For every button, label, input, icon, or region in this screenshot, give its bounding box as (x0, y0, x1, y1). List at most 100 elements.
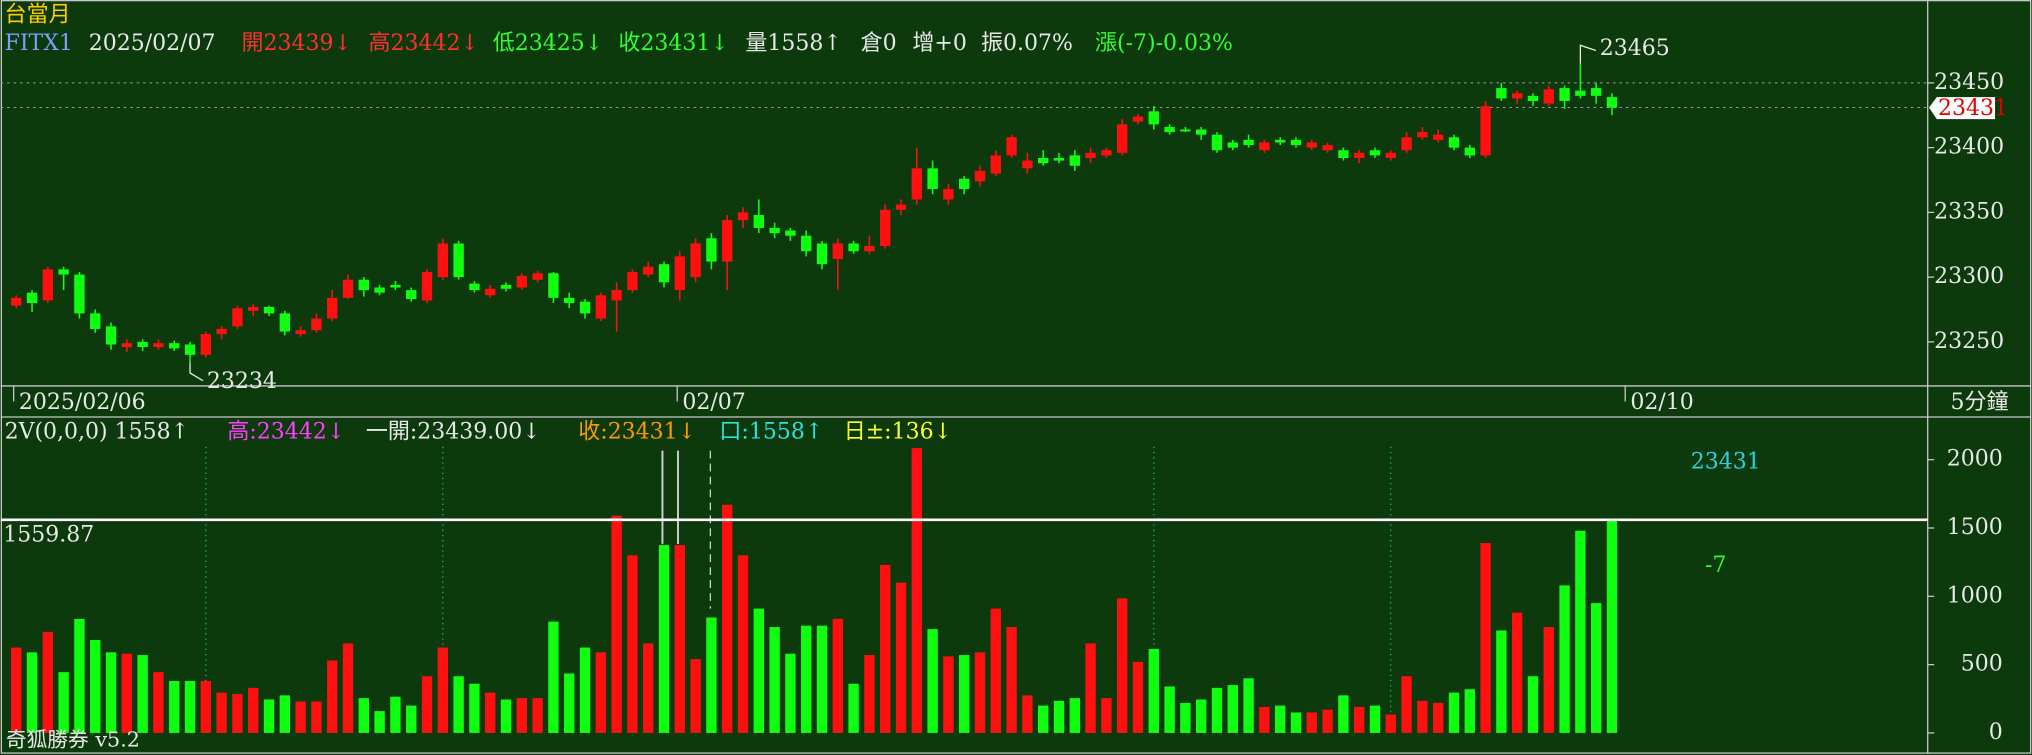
candle-body (1275, 139, 1286, 143)
candle-body (1590, 88, 1602, 96)
candle-body (864, 246, 875, 252)
candle-body (706, 238, 717, 262)
y-tick-label: 23400 (1934, 135, 2004, 160)
candle-body (990, 155, 1001, 174)
candle-body (1117, 124, 1128, 153)
volume-bar (1211, 687, 1223, 733)
candle-body (500, 284, 512, 289)
volume-info-item: 高:23442↓ (227, 420, 345, 445)
volume-bar (769, 627, 780, 733)
candle-body (1132, 116, 1144, 122)
volume-bar (1180, 702, 1191, 733)
y-tick-label: 1000 (1947, 583, 2003, 608)
min-label: 23234 (207, 369, 277, 394)
volume-bar (1511, 612, 1523, 733)
candle-body (943, 189, 954, 200)
candle-body (1354, 152, 1365, 158)
candle-body (453, 243, 464, 278)
volume-bar (658, 545, 670, 733)
candle-body (1101, 150, 1112, 156)
candle-body (1385, 152, 1396, 158)
volume-bar (801, 625, 812, 733)
volume-bar (832, 618, 843, 733)
volume-bar (216, 692, 227, 733)
candle-body (469, 283, 480, 291)
candle-body (11, 297, 22, 306)
candle-body (1322, 145, 1333, 151)
candle-body (358, 279, 370, 291)
volume-bar (437, 647, 449, 733)
candle-body (832, 243, 843, 260)
volume-bar (1448, 692, 1460, 733)
volume-bar (232, 694, 243, 733)
volume-bar (532, 698, 543, 733)
y-tick-label: 1500 (1947, 515, 2003, 540)
volume-bar (406, 705, 417, 733)
candle-body (627, 271, 638, 291)
candle-body (1448, 137, 1460, 148)
candle-body (532, 273, 543, 280)
candle-body (801, 235, 812, 252)
candle-body (1085, 152, 1096, 158)
volume-bar (342, 643, 354, 733)
volume-bar (1275, 705, 1286, 733)
volume-info-item: 2V(0,0,0) 1558↑ (5, 420, 189, 445)
candle-body (816, 243, 828, 265)
candle-body (1227, 142, 1238, 148)
x-tick-label: 02/10 (1630, 390, 1693, 415)
candle-body (1511, 93, 1523, 99)
volume-bar (311, 701, 322, 733)
info-item: 量1558↑ (745, 31, 841, 56)
y-tick-label: 0 (1989, 720, 2003, 745)
volume-bar (911, 448, 922, 733)
candle-body (232, 308, 243, 327)
candle-body (184, 344, 196, 355)
candle-body (1164, 126, 1175, 133)
annotation: 23431 (1691, 449, 1761, 474)
volume-bar (1306, 712, 1317, 733)
volume-bar (643, 643, 654, 733)
candle-body (421, 271, 433, 301)
candle-body (895, 204, 907, 210)
info-item: 收23431↓ (618, 31, 728, 56)
volume-bar (169, 681, 180, 733)
volume-bar (26, 652, 38, 733)
reference-label: 1559.87 (3, 522, 94, 547)
y-tick-label: 23300 (1934, 264, 2004, 289)
candle-body (643, 266, 654, 275)
volume-bar (1101, 698, 1112, 733)
candle-body (311, 318, 322, 331)
volume-bar (1322, 709, 1333, 733)
candle-body (1369, 150, 1381, 156)
volume-bar (974, 652, 986, 733)
volume-bar (943, 656, 954, 733)
candle-body (295, 330, 306, 335)
candle-body (327, 297, 338, 319)
volume-bar (358, 698, 370, 733)
candle-body (42, 269, 54, 301)
volume-bar (548, 621, 559, 733)
volume-bar (880, 564, 891, 733)
candle-body (216, 328, 227, 335)
volume-bar (1290, 712, 1302, 733)
volume-bar (1227, 685, 1238, 733)
volume-info-item: 口:1558↑ (719, 420, 823, 445)
candle-body (769, 227, 780, 234)
volume-bar (848, 683, 859, 733)
candle-body (1338, 150, 1349, 158)
candle-body (1211, 134, 1223, 151)
y-tick-label: 500 (1961, 652, 2003, 677)
annotation: -7 (1705, 553, 1726, 578)
candle-body (1496, 88, 1507, 99)
volume-bar (1117, 598, 1128, 733)
candle-body (1290, 139, 1302, 146)
volume-bar (990, 608, 1001, 733)
candle-body (1464, 147, 1475, 156)
candle-body (1006, 137, 1017, 156)
volume-bar (722, 504, 733, 733)
candle-body (722, 220, 733, 262)
volume-bar (785, 653, 796, 733)
volume-bar (295, 701, 306, 733)
